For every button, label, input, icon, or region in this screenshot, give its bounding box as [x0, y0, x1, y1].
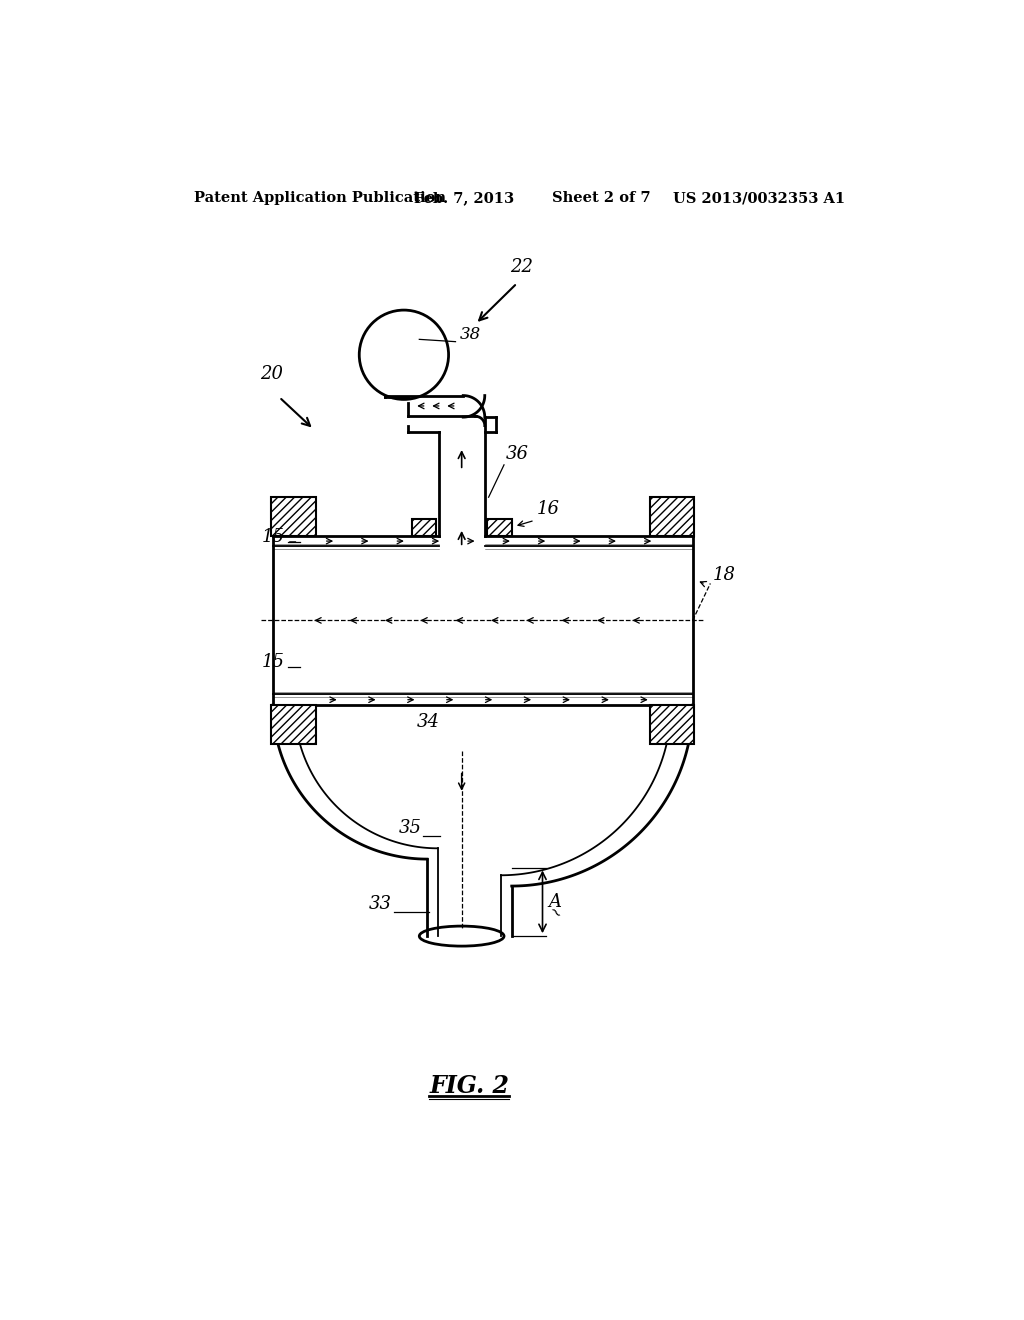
Text: 34: 34	[417, 713, 440, 731]
Bar	[412, 519, 436, 536]
Text: 35: 35	[398, 818, 422, 837]
Bar	[271, 705, 316, 743]
Text: Patent Application Publication: Patent Application Publication	[194, 191, 445, 206]
Text: 38: 38	[460, 326, 481, 343]
Text: 15: 15	[261, 528, 285, 546]
Bar	[649, 705, 694, 743]
Bar	[487, 519, 512, 536]
Text: 22: 22	[510, 259, 534, 276]
Bar	[649, 498, 694, 536]
Text: Sheet 2 of 7: Sheet 2 of 7	[552, 191, 650, 206]
Text: FIG. 2: FIG. 2	[429, 1074, 509, 1098]
Text: ~: ~	[545, 903, 564, 923]
Bar	[271, 498, 316, 536]
Text: US 2013/0032353 A1: US 2013/0032353 A1	[673, 191, 845, 206]
Text: 20: 20	[260, 366, 283, 383]
Text: 15: 15	[261, 652, 285, 671]
Text: 18: 18	[713, 566, 735, 585]
Text: A: A	[549, 892, 562, 911]
Text: 36: 36	[506, 445, 528, 463]
Text: 33: 33	[370, 895, 392, 913]
Text: 16: 16	[538, 500, 560, 519]
Text: Feb. 7, 2013: Feb. 7, 2013	[414, 191, 514, 206]
